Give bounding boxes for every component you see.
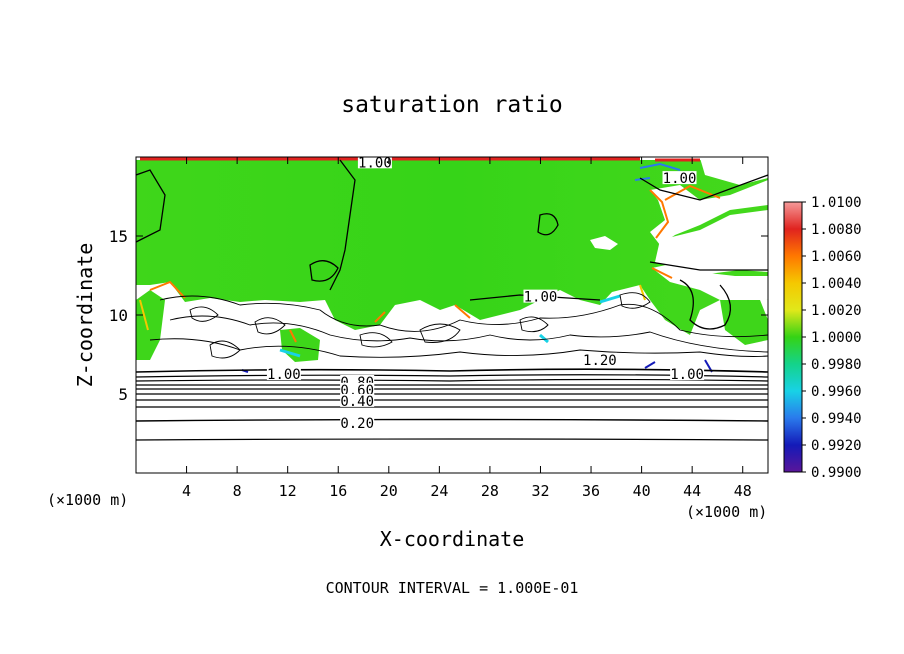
x-tick-label: 40 <box>633 482 651 500</box>
contour-label-halo <box>582 352 617 366</box>
y-tick-label: 5 <box>118 385 128 404</box>
x-axis-label: X-coordinate <box>380 527 525 551</box>
green-region <box>136 160 768 335</box>
contour-label: 0.20 <box>340 416 374 432</box>
white-cloud-right <box>650 180 768 245</box>
colorbar-segment <box>784 310 802 337</box>
orange-edge-left <box>149 280 471 343</box>
x-unit-label-right: (×1000 m) <box>686 503 767 521</box>
y-axis-ticks: 5 10 15 <box>109 227 768 404</box>
contour-label: 1.00 <box>524 290 558 306</box>
contour-label-halo <box>340 416 375 430</box>
x-tick-label: 36 <box>582 482 600 500</box>
colorbar-label: 1.0020 <box>811 303 862 319</box>
contour-label: 1.00 <box>267 367 301 383</box>
green-patch-left <box>136 290 165 360</box>
white-top-right <box>700 158 768 185</box>
contour-labels: 1.001.001.001.201.001.000.800.600.400.20 <box>266 155 705 432</box>
colorbar-label: 1.0080 <box>811 222 862 238</box>
colorbar-label: 1.0000 <box>811 330 862 346</box>
colorbar-segment <box>784 229 802 256</box>
x-axis-ticks: 4 8 12 16 20 24 28 32 36 40 44 48 <box>182 157 752 500</box>
cyan-accents <box>279 294 621 358</box>
y-axis-label: Z-coordinate <box>73 243 97 388</box>
contour-lines-cloud <box>149 292 768 359</box>
colorbar-segment <box>784 445 802 472</box>
green-patch-right <box>720 300 768 345</box>
colorbar-label: 0.9900 <box>811 465 862 481</box>
contour-label-halo <box>662 171 697 185</box>
colorbar-segment <box>784 256 802 283</box>
colorbar-segment <box>784 418 802 445</box>
x-tick-label: 12 <box>279 482 297 500</box>
x-tick-label: 24 <box>430 482 448 500</box>
colorbar-segment <box>784 337 802 364</box>
contour-label: 0.40 <box>340 394 374 410</box>
contour-label: 1.00 <box>358 155 392 171</box>
colorbar-label: 0.9960 <box>811 384 862 400</box>
contour-label-halo <box>340 393 375 407</box>
x-tick-label: 20 <box>380 482 398 500</box>
contour-lines-upper <box>136 159 768 330</box>
contour-label-halo <box>523 289 558 303</box>
contour-label: 1.20 <box>583 353 617 369</box>
contour-label-halo <box>670 367 705 381</box>
x-tick-label: 4 <box>182 482 191 500</box>
x-tick-label: 16 <box>329 482 347 500</box>
colorbar-label: 0.9940 <box>811 411 862 427</box>
white-cloud-right-2 <box>652 262 768 300</box>
yellow-accents <box>139 284 646 331</box>
contour-interval-note: CONTOUR INTERVAL = 1.000E-01 <box>326 579 579 597</box>
colorbar-label: 0.9980 <box>811 357 862 373</box>
colorbar-label: 1.0100 <box>811 195 862 211</box>
contour-label-halo <box>340 382 375 396</box>
red-edge-top <box>140 157 700 162</box>
y-tick-label: 10 <box>109 306 128 325</box>
colorbar-segment <box>784 202 802 229</box>
x-unit-label-left: (×1000 m) <box>47 491 128 509</box>
chart-title: saturation ratio <box>341 92 563 118</box>
colorbar-segment <box>784 391 802 418</box>
colorbar-label: 1.0040 <box>811 276 862 292</box>
x-tick-label: 44 <box>683 482 701 500</box>
x-tick-label: 32 <box>531 482 549 500</box>
y-tick-label: 15 <box>109 227 128 246</box>
colorbar: 1.0100 1.0080 1.0060 1.0040 1.0020 1.0000 0.99… <box>783 195 862 481</box>
orange-edge-right <box>649 184 721 279</box>
colorbar-segment <box>784 364 802 391</box>
contour-label-halo <box>357 157 392 169</box>
colorbar-label: 0.9920 <box>811 438 862 454</box>
colorbar-label: 1.0060 <box>811 249 862 265</box>
colorbar-segment <box>784 283 802 310</box>
plot-area: 1.001.001.001.201.001.000.800.600.400.20 <box>136 155 768 473</box>
contour-label: 1.00 <box>663 171 697 187</box>
x-tick-label: 8 <box>233 482 242 500</box>
x-tick-label: 28 <box>481 482 499 500</box>
contour-label-halo <box>266 367 301 381</box>
x-tick-label: 48 <box>734 482 752 500</box>
contour-label: 1.00 <box>670 367 704 383</box>
contour-lines-horizontal <box>136 368 768 441</box>
white-blob-mid <box>590 236 618 250</box>
